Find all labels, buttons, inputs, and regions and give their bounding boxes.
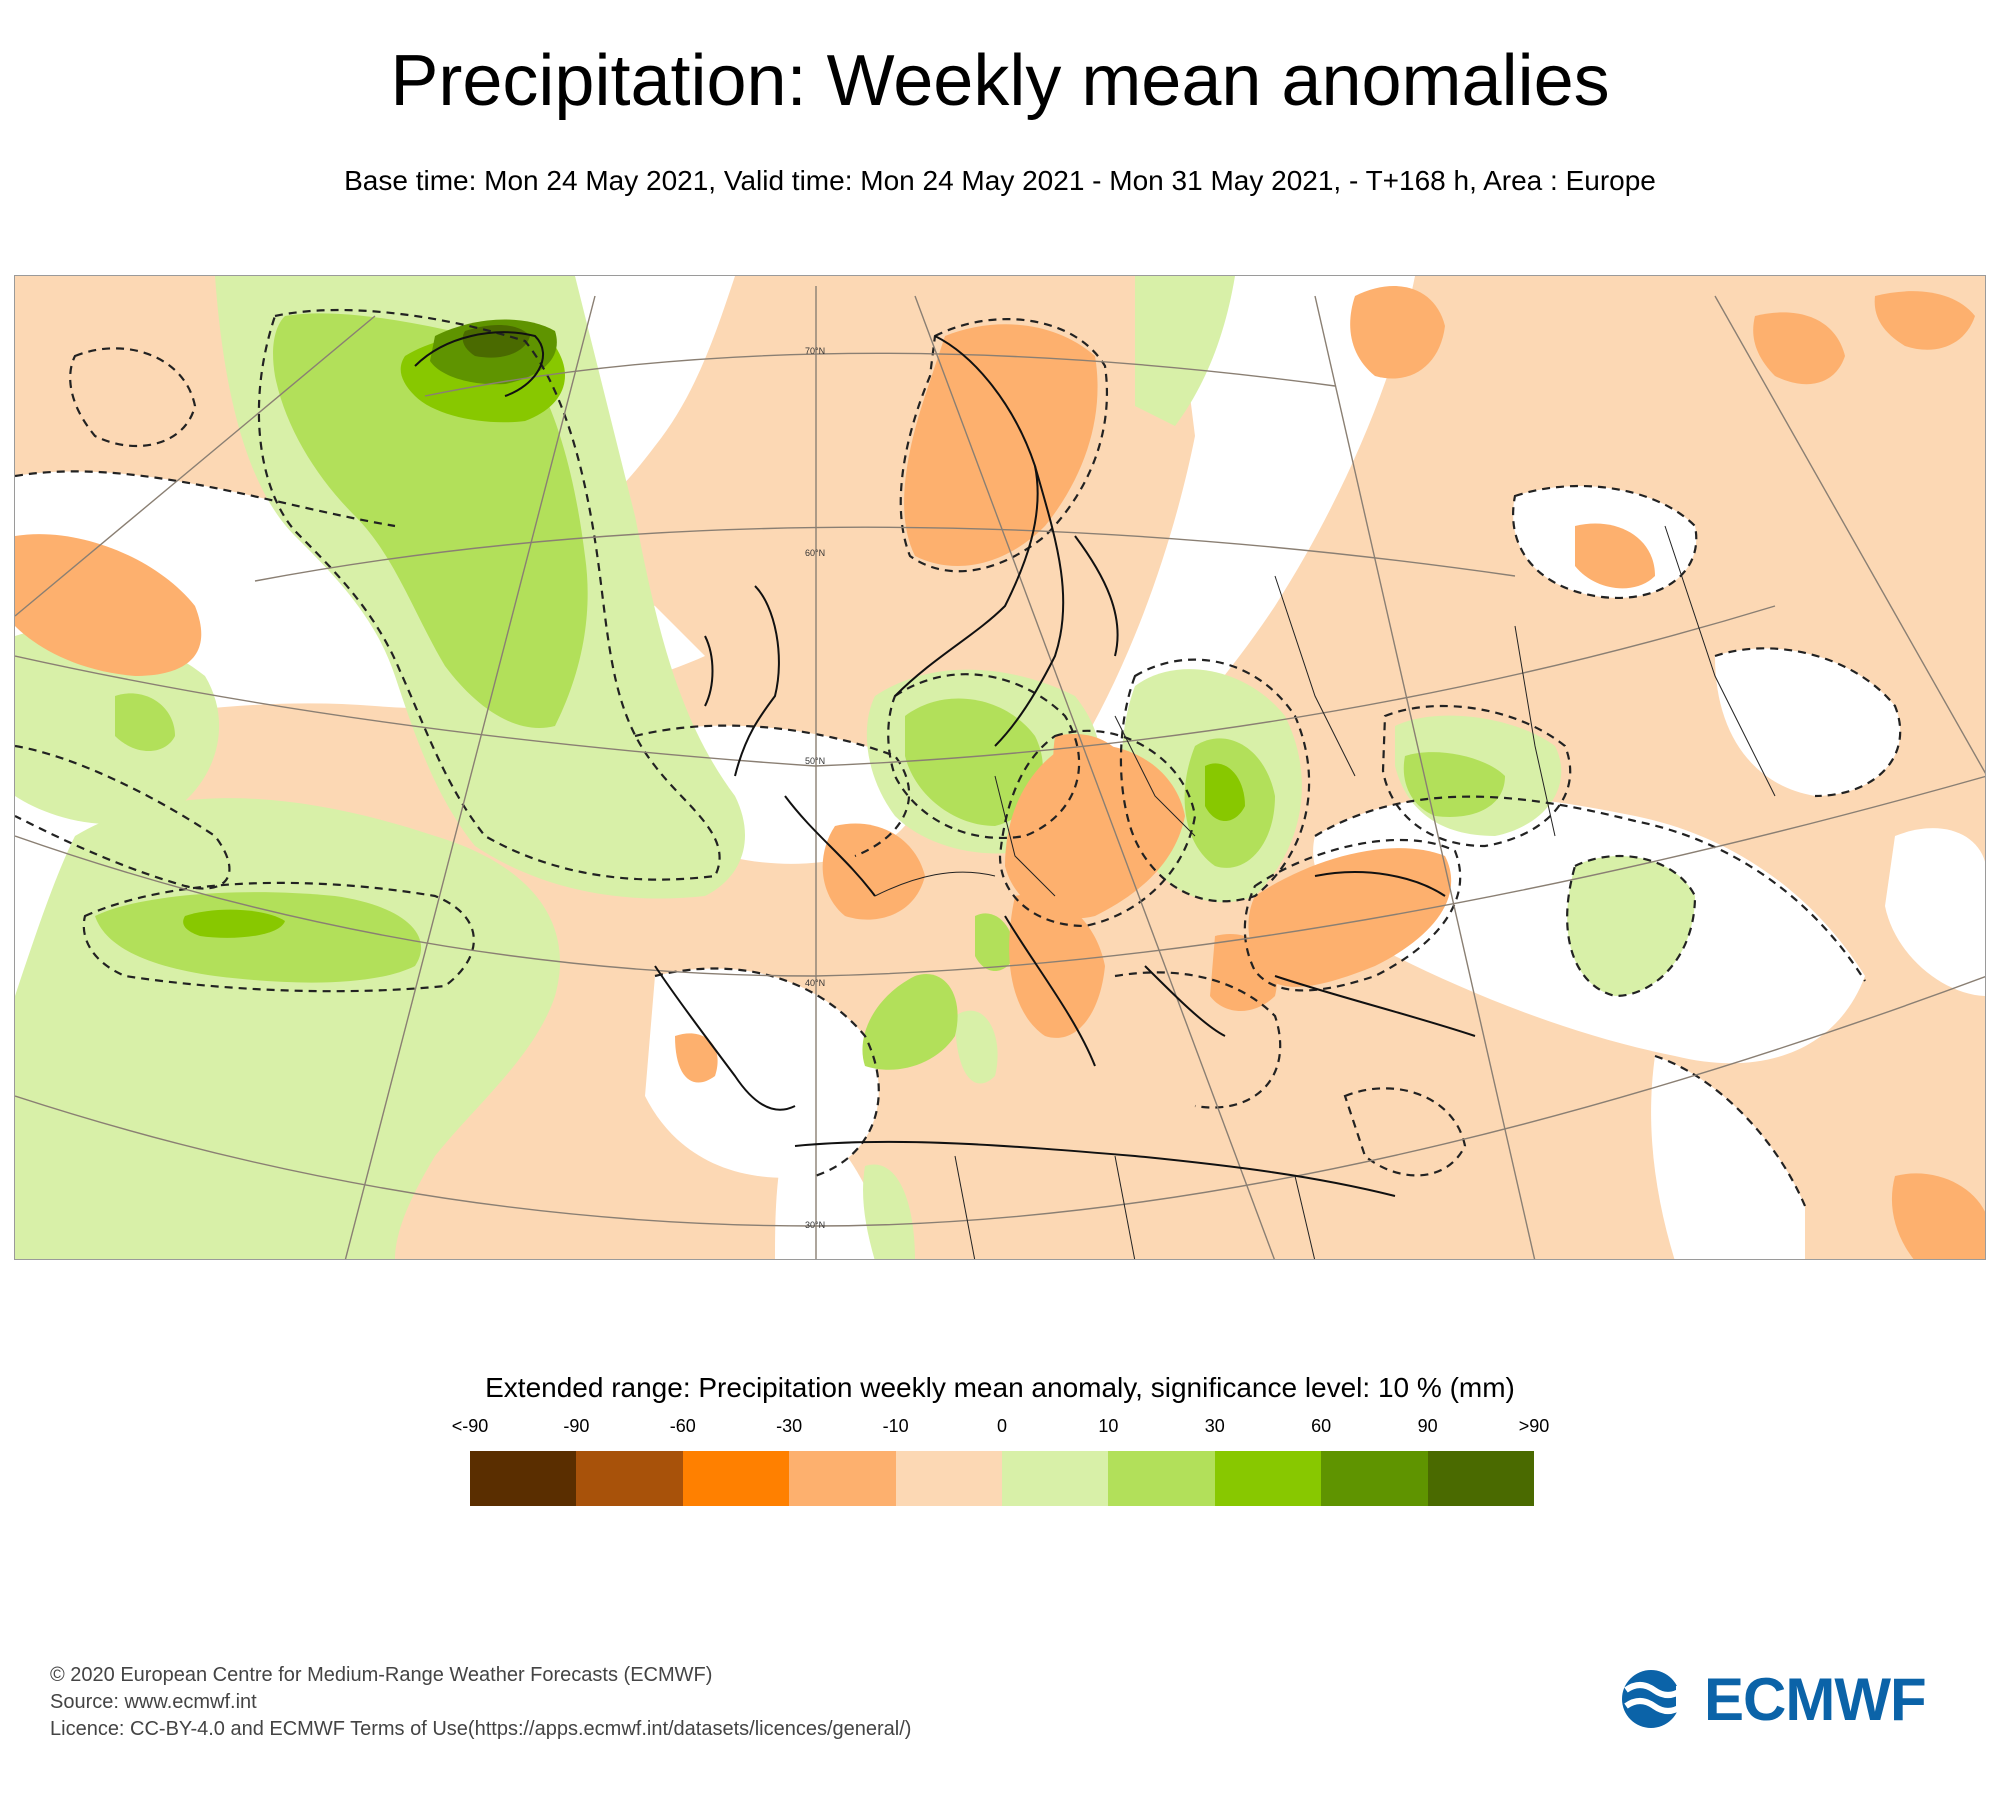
lat-label-30n: 30°N <box>805 1220 825 1230</box>
legend-swatch <box>1108 1451 1215 1506</box>
coastlines <box>414 331 1476 1197</box>
legend-tick: <-90 <box>451 1416 489 1436</box>
legend-swatch <box>1214 1451 1322 1506</box>
chart-title: Precipitation: Weekly mean anomalies <box>390 41 1610 121</box>
legend-tick: 10 <box>1098 1416 1119 1436</box>
ireland-coast <box>704 635 714 707</box>
ecmwf-wave-icon <box>1622 1670 1696 1728</box>
lat-label-60n: 60°N <box>805 548 825 558</box>
legend-color-bar <box>470 1451 1535 1506</box>
ecmwf-logo-text: ECMWF <box>1704 1665 1927 1733</box>
significance-contours <box>15 308 1902 1207</box>
latitude-labels: 70°N 60°N 50°N 40°N 30°N <box>805 346 825 1230</box>
legend-tick: 0 <box>996 1416 1007 1436</box>
legend-swatch <box>1427 1451 1535 1506</box>
iberia-coast <box>654 965 796 1111</box>
north-africa-coast <box>794 1140 1396 1197</box>
parallel-50n <box>15 605 1776 767</box>
legend-tick: -30 <box>776 1416 803 1436</box>
parallel-60n <box>254 526 1516 582</box>
legend-swatch <box>682 1451 790 1506</box>
parallel-30n <box>15 975 1985 1227</box>
ecmwf-logo: ECMWF <box>1620 1666 1955 1733</box>
legend-ticks: <-90 -90 -60 -30 -10 0 10 30 60 90 >90 <box>452 1416 1550 1440</box>
europe-precipitation-map: 70°N 60°N 50°N 40°N 30°N <box>14 275 1986 1260</box>
graticule <box>15 286 1985 1259</box>
copyright-line: © 2020 European Centre for Medium-Range … <box>50 1664 713 1686</box>
italy-coast <box>1004 915 1096 1067</box>
turkey-coast <box>1274 975 1476 1037</box>
meridian-40e <box>1314 295 1536 1259</box>
legend-swatch <box>1321 1451 1428 1506</box>
legend-title: Extended range: Precipitation weekly mea… <box>485 1372 1515 1403</box>
parallel-40n <box>15 775 1985 977</box>
legend-swatch <box>789 1451 896 1506</box>
lat-label-70n: 70°N <box>805 346 825 356</box>
france-coast <box>784 795 876 897</box>
finland-coast <box>1074 535 1119 657</box>
greenland-coast <box>414 331 545 397</box>
legend-tick: -90 <box>563 1416 590 1436</box>
legend-tick: -60 <box>669 1416 696 1436</box>
map-canvas: 70°N 60°N 50°N 40°N 30°N <box>15 276 1985 1259</box>
orange-regions <box>15 286 1985 1259</box>
black-sea-coast <box>1314 871 1446 897</box>
legend-swatch <box>1002 1451 1109 1506</box>
uk-coast <box>734 585 780 777</box>
meridian-20e <box>914 295 1276 1259</box>
legend-tick: 90 <box>1417 1416 1438 1436</box>
legend-tick: -10 <box>882 1416 909 1436</box>
meridian-40w <box>15 315 376 617</box>
legend-tick: 60 <box>1311 1416 1332 1436</box>
legend-tick: 30 <box>1204 1416 1225 1436</box>
legend-swatch <box>576 1451 683 1506</box>
legend-tick: >90 <box>1518 1416 1550 1436</box>
meridian-20w <box>344 295 596 1259</box>
meridian-60e <box>1714 295 1985 774</box>
greece-coast <box>1144 965 1226 1037</box>
sweden-coast <box>994 465 1065 747</box>
footer-credits: © 2020 European Centre for Medium-Range … <box>50 1662 911 1743</box>
source-line: Source: www.ecmwf.int <box>50 1691 257 1713</box>
legend-swatch <box>470 1451 577 1506</box>
legend-swatch <box>895 1451 1003 1506</box>
borders <box>874 525 1776 1259</box>
licence-line: Licence: CC-BY-4.0 and ECMWF Terms of Us… <box>50 1718 912 1740</box>
chart-subtitle: Base time: Mon 24 May 2021, Valid time: … <box>344 165 1656 196</box>
lat-label-50n: 50°N <box>805 756 825 766</box>
norway-coast <box>894 335 1039 697</box>
lat-label-40n: 40°N <box>805 978 825 988</box>
parallel-70n <box>424 352 1336 397</box>
